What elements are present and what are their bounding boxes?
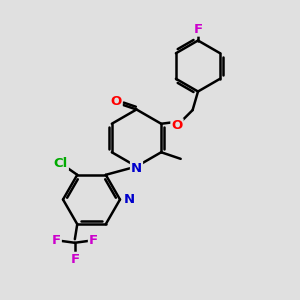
Text: N: N — [124, 193, 135, 206]
Text: F: F — [70, 253, 80, 266]
Text: O: O — [110, 95, 122, 109]
Text: N: N — [131, 161, 142, 175]
Text: Cl: Cl — [54, 157, 68, 170]
Text: O: O — [171, 119, 183, 132]
Text: F: F — [52, 234, 61, 247]
Text: F: F — [89, 234, 98, 247]
Text: F: F — [194, 22, 202, 36]
